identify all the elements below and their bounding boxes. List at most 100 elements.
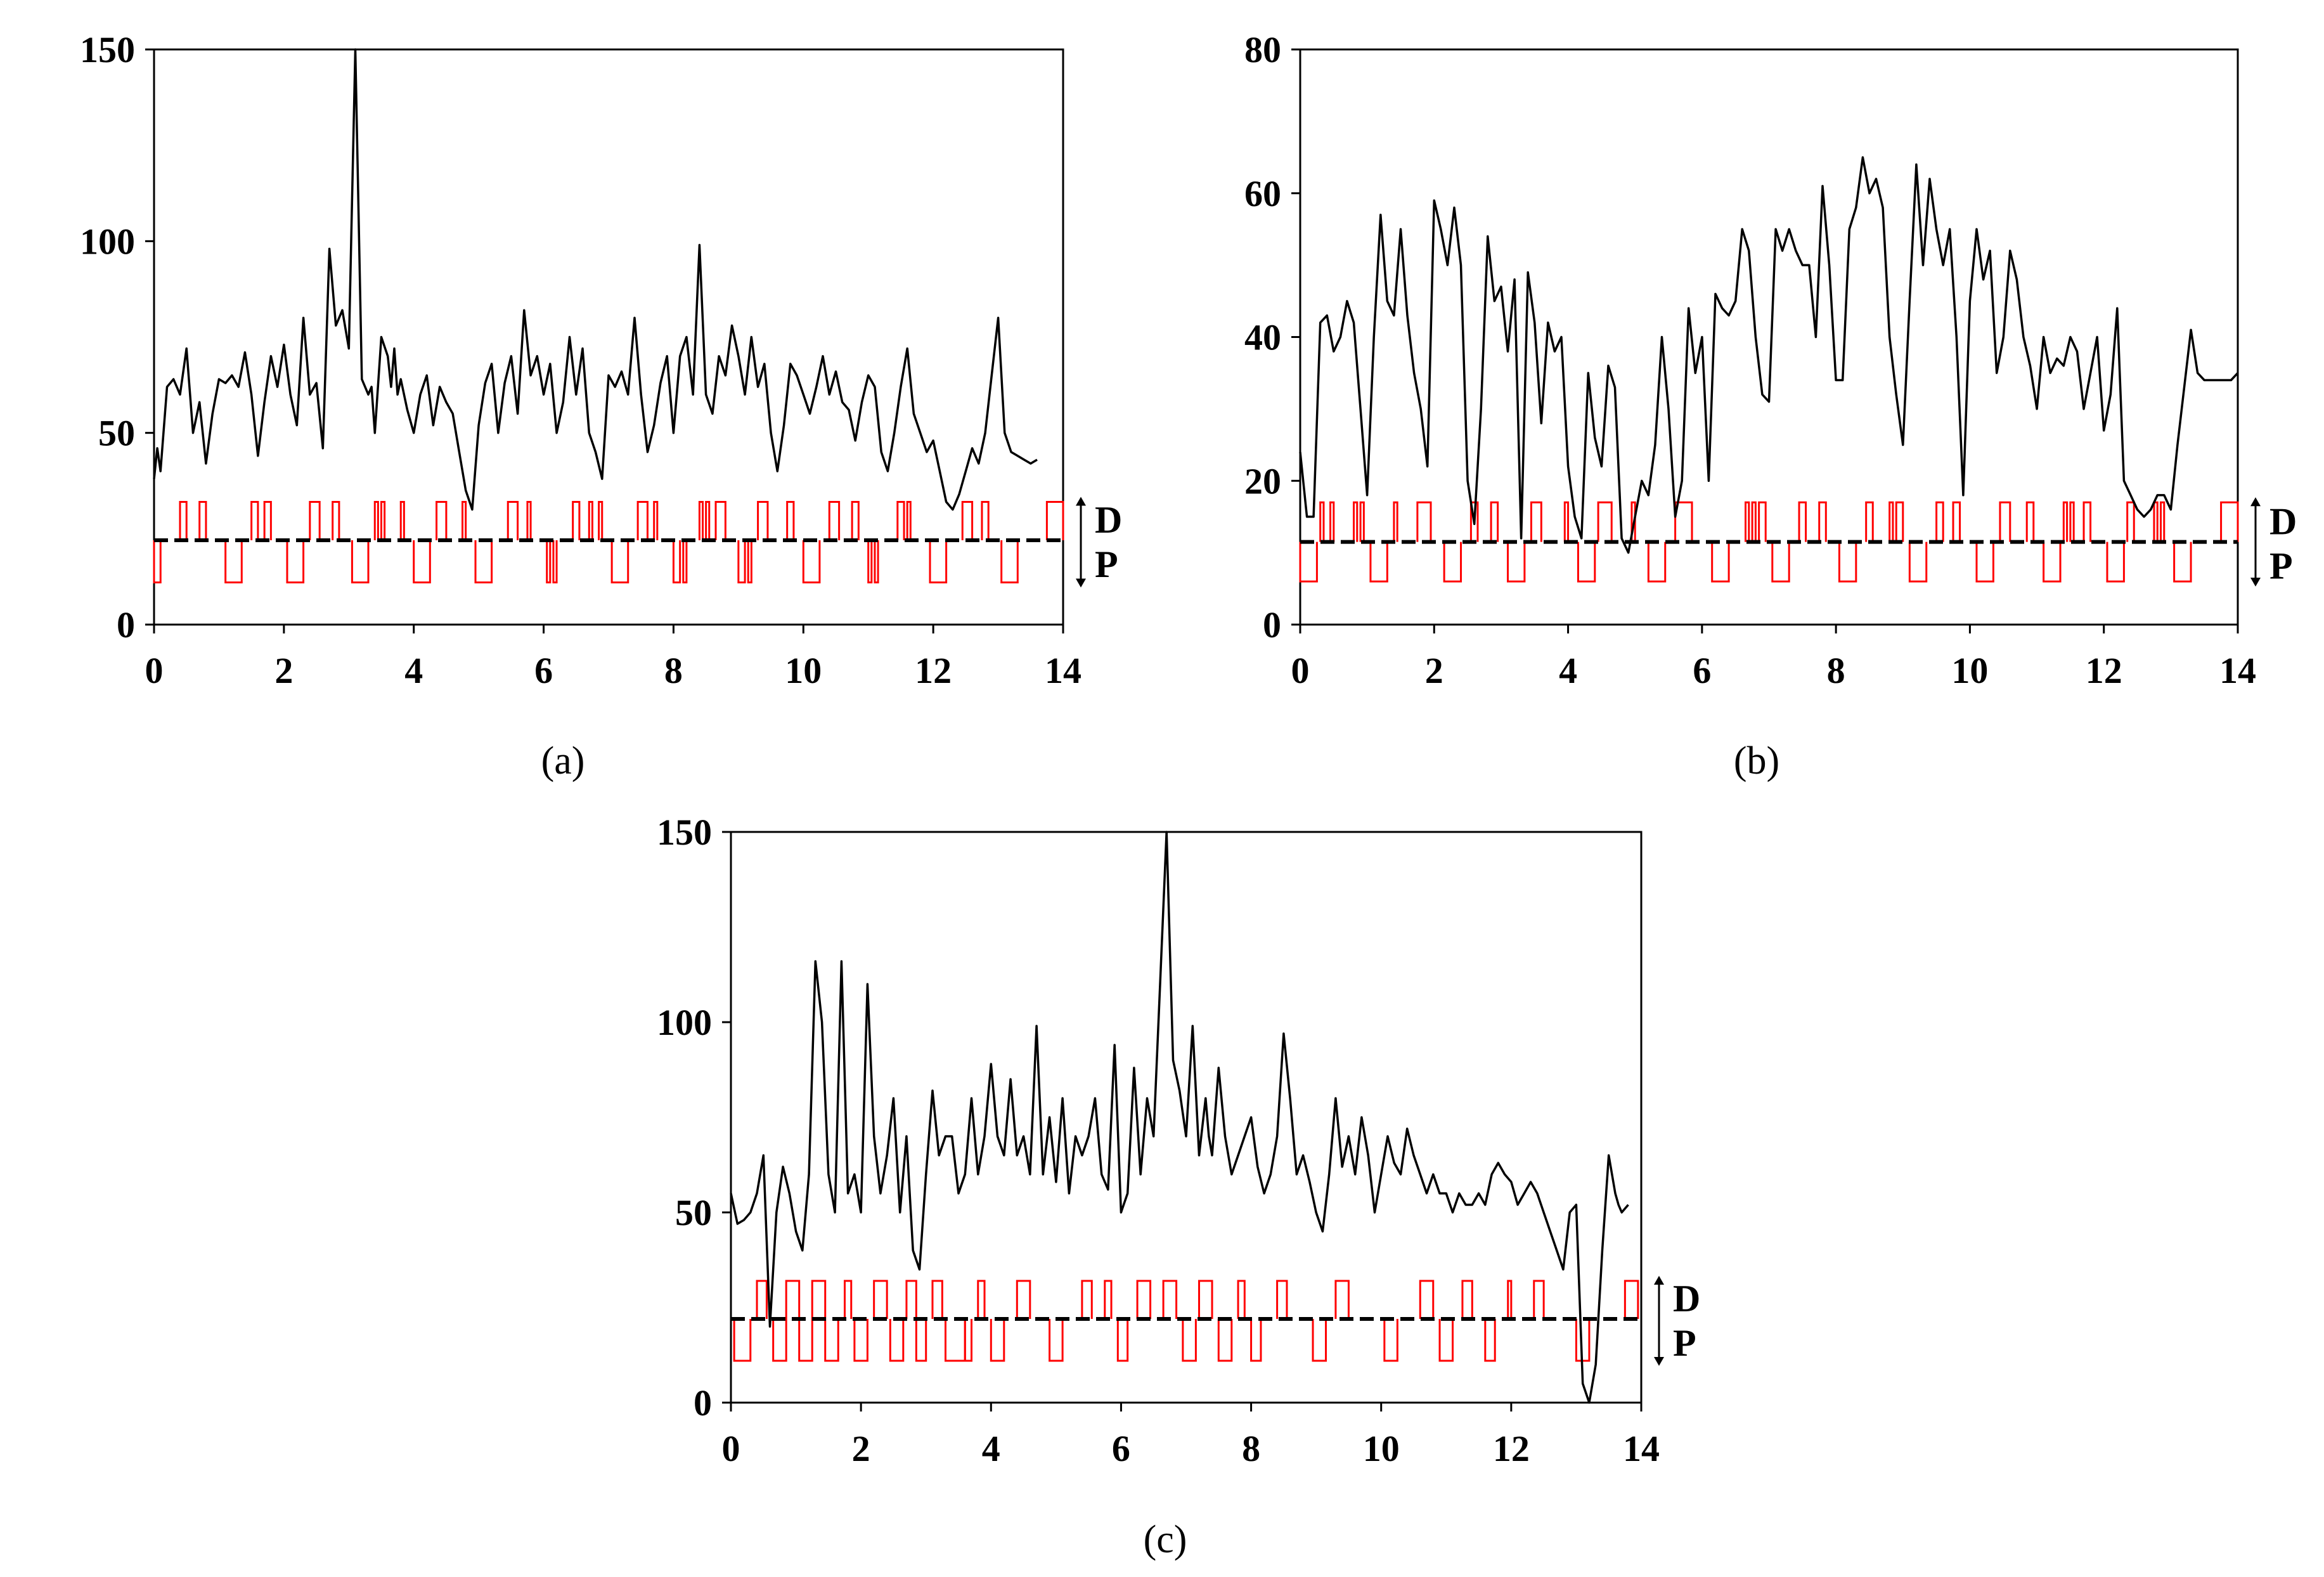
signal-line bbox=[1299, 156, 2239, 554]
x-tick-label: 12 bbox=[915, 650, 952, 691]
pattern-pulse bbox=[844, 1280, 853, 1319]
pattern-pulse bbox=[1758, 501, 1767, 542]
pattern-pulse bbox=[929, 540, 948, 583]
pattern-pulse bbox=[1162, 1280, 1178, 1319]
pattern-pulse bbox=[263, 501, 272, 540]
y-tick-label: 50 bbox=[675, 1192, 712, 1233]
pattern-pulse bbox=[1217, 1319, 1233, 1362]
pattern-pulse bbox=[698, 501, 704, 540]
pattern-pulse bbox=[598, 501, 604, 540]
pattern-pulse bbox=[286, 540, 305, 583]
pattern-pulse bbox=[705, 501, 711, 540]
pattern-pulse bbox=[436, 501, 448, 540]
pattern-pulse bbox=[1597, 501, 1613, 542]
pattern-pulse bbox=[1329, 501, 1335, 542]
chart-panel-1: 0 20 40 60 80 0 2 4 6 8 10 12 14 DP (b) bbox=[1244, 29, 2297, 782]
y-tick-label: 60 bbox=[1244, 173, 1281, 214]
pattern-pulse bbox=[2126, 501, 2135, 542]
legend-d-label: D bbox=[2269, 501, 2297, 543]
chart-panel-0: 0 50 100 150 0 2 4 6 8 10 12 14 DP (a) bbox=[80, 29, 1122, 782]
pattern-pulse bbox=[610, 540, 629, 583]
pattern-pulse bbox=[1935, 501, 1944, 542]
y-tick-label: 150 bbox=[657, 812, 712, 853]
legend-p-label: P bbox=[1673, 1322, 1696, 1364]
pattern-pulse bbox=[1469, 501, 1479, 542]
legend-d-label: D bbox=[1095, 499, 1122, 541]
pattern-pulse bbox=[1895, 501, 1904, 542]
pattern-pulse bbox=[964, 1319, 973, 1362]
panel-caption: (b) bbox=[1734, 739, 1779, 782]
pattern-pulse bbox=[915, 1319, 927, 1362]
pattern-pulse bbox=[1507, 1280, 1513, 1319]
pattern-pulse bbox=[896, 501, 905, 540]
x-tick-label: 8 bbox=[1242, 1428, 1260, 1469]
pattern-pulse bbox=[757, 501, 769, 540]
pattern-pulse bbox=[798, 1319, 813, 1362]
pattern-pulse bbox=[1438, 1319, 1454, 1362]
pattern-pulse bbox=[2062, 501, 2069, 542]
pattern-pulse bbox=[1798, 501, 1807, 542]
x-tick-label: 4 bbox=[404, 650, 423, 691]
legend-p-label: P bbox=[2269, 545, 2293, 587]
pattern-pulse bbox=[380, 501, 386, 540]
y-tick-label: 0 bbox=[1263, 604, 1281, 646]
pattern-pulse bbox=[653, 501, 659, 540]
pattern-pulse bbox=[1865, 501, 1874, 542]
pattern-pulse bbox=[2043, 542, 2062, 583]
pattern-pulse bbox=[747, 540, 752, 583]
pattern-pulse bbox=[873, 1280, 888, 1319]
pattern-pulse bbox=[1237, 1280, 1246, 1319]
pattern-pulse bbox=[944, 1319, 966, 1362]
pattern-pulse bbox=[1081, 1280, 1093, 1319]
dp-arrow-down bbox=[1076, 578, 1086, 588]
pattern-pulse bbox=[906, 501, 912, 540]
pattern-pulse bbox=[1999, 501, 2011, 542]
pattern-pulse bbox=[2160, 501, 2166, 542]
pattern-pulse bbox=[309, 501, 321, 540]
pattern-pulse bbox=[889, 1319, 905, 1362]
x-tick-label: 14 bbox=[2219, 650, 2256, 691]
y-tick-label: 50 bbox=[98, 413, 135, 454]
pattern-pulse bbox=[1393, 501, 1398, 542]
pattern-pulse bbox=[931, 1280, 943, 1319]
pattern-pulse bbox=[1461, 1280, 1473, 1319]
pattern-pulse bbox=[2106, 542, 2125, 583]
y-tick-label: 0 bbox=[117, 604, 135, 646]
pattern-pulse bbox=[977, 1280, 986, 1319]
pattern-pulse bbox=[2173, 542, 2192, 583]
pattern-pulse bbox=[2082, 501, 2092, 542]
x-tick-label: 10 bbox=[1951, 650, 1988, 691]
pattern-pulse bbox=[1419, 1280, 1435, 1319]
pattern-pulse bbox=[198, 501, 207, 540]
panel-caption: (a) bbox=[541, 739, 585, 782]
pattern-pulse bbox=[1975, 542, 1994, 583]
pattern-pulse bbox=[1359, 501, 1365, 542]
y-tick-label: 40 bbox=[1244, 317, 1281, 358]
pattern-pulse bbox=[2069, 501, 2075, 542]
plot-frame bbox=[153, 48, 1064, 626]
pattern-pulse bbox=[737, 540, 746, 583]
pattern-pulse bbox=[905, 1280, 917, 1319]
dp-arrow-up bbox=[2250, 497, 2261, 507]
pattern-pulse bbox=[981, 501, 990, 540]
pattern-pulse bbox=[1838, 542, 1857, 583]
pattern-pulse bbox=[672, 540, 681, 583]
pattern-pulse bbox=[636, 501, 649, 540]
pattern-pulse bbox=[1888, 501, 1894, 542]
pattern-pulse bbox=[786, 501, 795, 540]
pattern-pulse bbox=[1198, 1280, 1213, 1319]
signal-line bbox=[153, 48, 1038, 511]
dp-arrow-down bbox=[1654, 1357, 1664, 1366]
pattern-pulse bbox=[572, 501, 581, 540]
pattern-pulse bbox=[772, 1319, 787, 1362]
pattern-pulse bbox=[1312, 1319, 1327, 1362]
pattern-pulse bbox=[1490, 501, 1499, 542]
y-tick-label: 20 bbox=[1244, 460, 1281, 502]
pattern-pulse bbox=[1250, 1319, 1262, 1362]
signal-line bbox=[730, 831, 1629, 1404]
pattern-pulse bbox=[1533, 1280, 1545, 1319]
pattern-pulse bbox=[224, 540, 243, 583]
pattern-pulse bbox=[2220, 501, 2239, 542]
